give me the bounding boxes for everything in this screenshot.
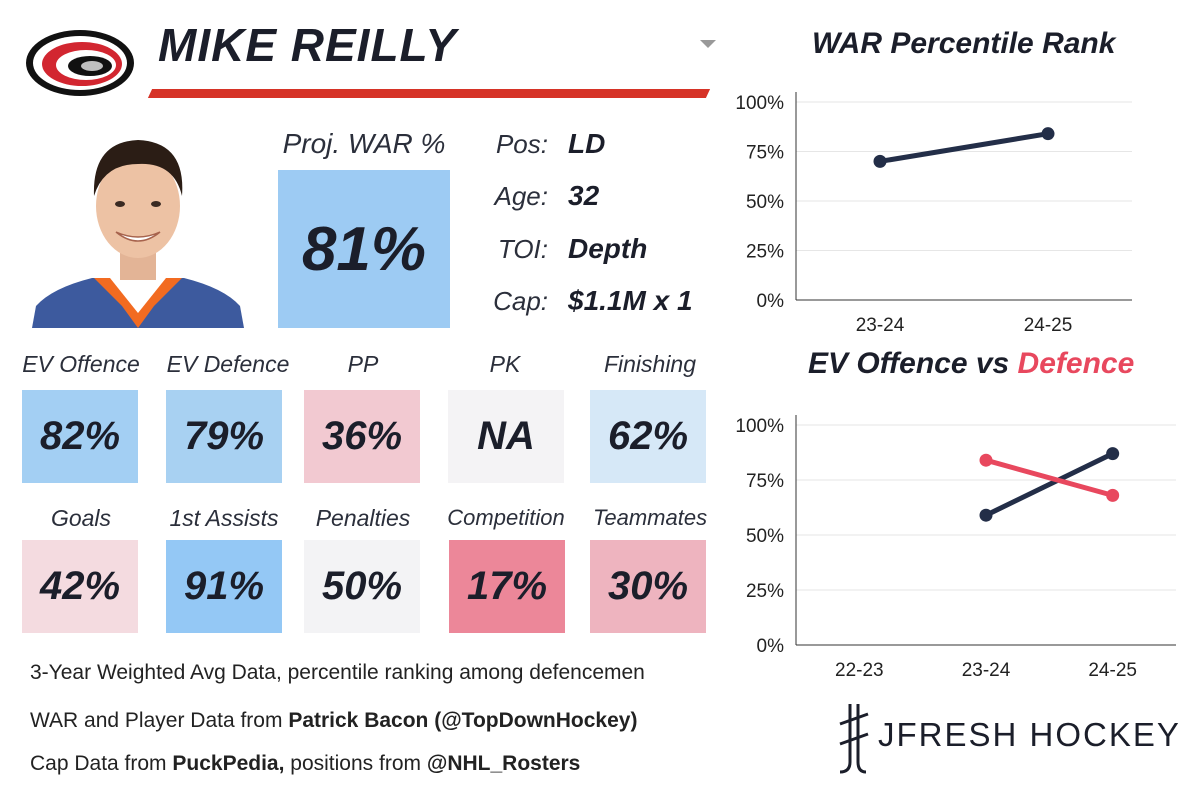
stat-label-teammates: Teammates — [592, 505, 708, 530]
brand-logo — [839, 704, 869, 774]
stat-box-finishing: 62% — [590, 390, 706, 483]
y-tick-label: 25% — [746, 581, 784, 602]
data-point — [873, 154, 887, 168]
age-label: Age: — [494, 181, 549, 211]
y-tick-label: 75% — [746, 471, 784, 492]
pos-value: LD — [568, 128, 606, 159]
stat-box-first-assists: 91% — [166, 540, 282, 633]
player-name: MIKE REILLY — [158, 19, 457, 71]
data-point — [979, 453, 993, 467]
y-tick-label: 0% — [757, 291, 785, 312]
footnote-cap-puckpedia: PuckPedia, — [172, 752, 285, 775]
cap-label: Cap: — [493, 286, 548, 316]
x-tick-label: 22-23 — [835, 660, 884, 681]
y-tick-label: 0% — [757, 636, 785, 657]
stat-box-ev-offence: 82% — [22, 390, 138, 483]
player-select-dropdown[interactable] — [700, 40, 716, 48]
stat-label-finishing: Finishing — [603, 351, 697, 377]
data-point — [979, 508, 993, 522]
ev-offence-defence-chart: 0% 25% 50% 75% 100% 22-23 23-24 24-25 — [735, 415, 1176, 681]
footnote-cap-source: Cap Data from PuckPedia, positions from … — [30, 752, 580, 776]
data-point — [1106, 488, 1120, 502]
stat-box-competition: 17% — [449, 540, 565, 633]
data-point — [1041, 127, 1055, 141]
stat-label-pp: PP — [347, 351, 379, 377]
footnote-war-source-text: WAR and Player Data from — [30, 709, 289, 732]
stat-box-pp: 36% — [304, 390, 420, 483]
stat-label-competition: Competition — [447, 505, 565, 530]
accent-bar — [147, 89, 711, 98]
y-tick-label: 25% — [746, 242, 784, 263]
brand-name: JFRESH HOCKEY — [878, 716, 1181, 753]
y-tick-label: 50% — [746, 526, 784, 547]
war-chart-title: WAR Percentile Rank — [812, 27, 1116, 60]
proj-war-box: 81% — [278, 170, 450, 328]
stat-box-ev-defence: 79% — [166, 390, 282, 483]
toi-value: Depth — [568, 233, 648, 264]
toi-label: TOI: — [497, 234, 548, 264]
footnote-war-source: WAR and Player Data from Patrick Bacon (… — [30, 709, 637, 733]
stat-label-ev-defence: EV Defence — [166, 351, 290, 377]
x-tick-label: 23-24 — [856, 315, 905, 336]
team-logo — [26, 30, 134, 96]
stat-label-first-assists: 1st Assists — [169, 505, 279, 531]
footnote-war-source-author: Patrick Bacon (@TopDownHockey) — [288, 709, 638, 732]
stat-label-pk: PK — [489, 351, 521, 377]
series-line — [983, 451, 1116, 518]
series-line — [983, 457, 1116, 498]
y-tick-label: 100% — [735, 416, 784, 437]
x-tick-label: 24-25 — [1088, 660, 1137, 681]
stat-box-penalties: 50% — [304, 540, 420, 633]
ev-chart-title: EV Offence vs Defence — [808, 347, 1134, 381]
data-point — [1106, 447, 1120, 461]
proj-war-label: Proj. WAR % — [282, 128, 446, 159]
ev-chart-title-defence: Defence — [1017, 347, 1135, 380]
y-tick-label: 75% — [746, 143, 784, 164]
y-tick-label: 100% — [735, 93, 784, 114]
ev-chart-title-offence: EV Offence vs — [808, 347, 1018, 380]
stat-label-goals: Goals — [50, 505, 112, 531]
age-value: 32 — [568, 180, 600, 211]
x-tick-label: 24-25 — [1024, 315, 1073, 336]
footnote-positions-text: positions from — [284, 752, 427, 775]
cap-value: $1.1M x 1 — [568, 285, 693, 316]
player-photo — [32, 128, 244, 328]
war-percentile-chart: 0% 25% 50% 75% 100% 23-24 24-25 — [735, 92, 1132, 336]
x-tick-label: 23-24 — [962, 660, 1011, 681]
stat-label-penalties: Penalties — [315, 505, 411, 531]
stat-box-goals: 42% — [22, 540, 138, 633]
series-line — [877, 131, 1051, 164]
stat-box-teammates: 30% — [590, 540, 706, 633]
footnote-data-description: 3-Year Weighted Avg Data, percentile ran… — [30, 661, 645, 684]
footnote-positions-source: @NHL_Rosters — [426, 752, 581, 775]
stat-label-ev-offence: EV Offence — [22, 351, 140, 377]
y-tick-label: 50% — [746, 192, 784, 213]
footnote-cap-text: Cap Data from — [30, 752, 173, 775]
pos-label: Pos: — [495, 129, 548, 159]
stat-box-pk: NA — [448, 390, 564, 483]
